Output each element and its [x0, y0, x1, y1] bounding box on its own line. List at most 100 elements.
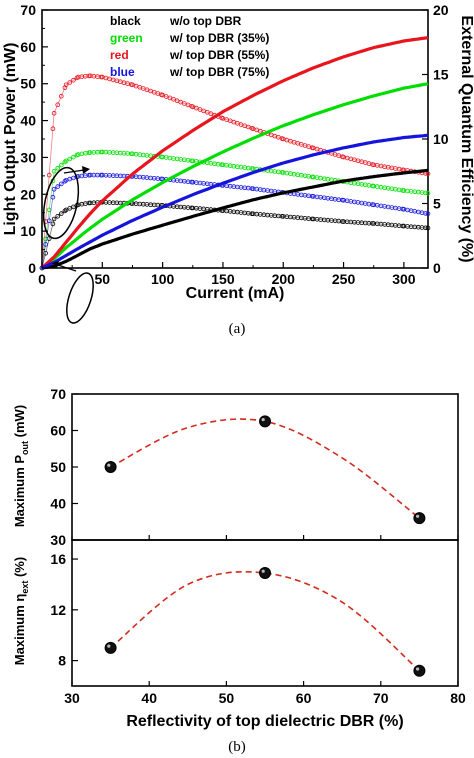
x-tick-label-300: 300 — [392, 271, 416, 287]
eqe-point-green-6 — [58, 162, 64, 168]
ylabel-unit: (mW) — [12, 405, 27, 441]
power-group-ellipse — [66, 272, 94, 324]
legend-desc-red: w/ top DBR (55%) — [169, 48, 269, 62]
ylabel-subscript: ext — [20, 581, 30, 594]
legend-desc-black: w/o top DBR — [169, 14, 242, 28]
y-tick-label-b-top-40: 40 — [50, 496, 66, 512]
panel-b-series: 30 40 50 60 70 8 12 16 30 40 50 60 70 80 — [50, 386, 466, 706]
eqe-point-green-117 — [425, 190, 431, 196]
y-tick-label-40: 40 — [20, 113, 36, 129]
panel-b-top-y-axis-title: Maximum Pout (mW) — [12, 405, 30, 527]
arrow-left-head — [52, 261, 59, 268]
y-tick-label-b-bottom-8: 8 — [58, 653, 66, 669]
power-line-red — [40, 36, 429, 270]
data-point-b-bottom-1 — [259, 567, 271, 580]
eqe-point-black-4 — [51, 216, 57, 222]
eqe-point-red-5 — [55, 102, 60, 107]
panel-b-x-axis-title: Reflectivity of top dielectric DBR (%) — [126, 713, 403, 730]
eqe-point-red-9 — [67, 80, 72, 85]
x-tick-label-200: 200 — [272, 271, 296, 287]
data-point-highlight-b-bottom-2 — [416, 667, 420, 671]
panel-a-x-axis-title: Current (mA) — [186, 285, 285, 302]
data-point-b-top-1 — [259, 415, 271, 428]
y2-tick-label-15: 15 — [433, 67, 449, 83]
x-tick-label-b-bottom-30: 30 — [64, 690, 80, 706]
ylabel-subscript: out — [20, 441, 30, 455]
legend-desc-green: w/ top DBR (35%) — [169, 31, 269, 45]
eqe-series-red — [39, 73, 431, 271]
data-point-highlight-b-top-2 — [416, 514, 420, 518]
x-tick-label-250: 250 — [332, 271, 356, 287]
legend-key-green: green — [110, 31, 143, 45]
x-tick-label-100: 100 — [151, 271, 175, 287]
fit-curve-b-bottom — [110, 571, 420, 672]
eqe-point-blue-2 — [46, 218, 52, 224]
y-tick-label-30: 30 — [20, 149, 36, 165]
y-tick-label-60: 60 — [20, 39, 36, 55]
ylabel-main: Maximum η — [12, 594, 27, 666]
y2-tick-label-10: 10 — [433, 131, 449, 147]
y-tick-label-b-bottom-12: 12 — [50, 602, 66, 618]
data-point-b-top-0 — [104, 461, 117, 473]
x-tick-label-b-bottom-40: 40 — [141, 690, 157, 706]
data-point-b-bottom-2 — [413, 664, 426, 677]
eqe-point-red-6 — [58, 93, 64, 99]
eqe-point-black-10 — [71, 204, 76, 210]
eqe-point-black-5 — [55, 214, 60, 219]
ylabel-unit: (%) — [12, 557, 27, 581]
data-point-highlight-b-top-0 — [107, 463, 111, 467]
y2-tick-label-0: 0 — [433, 260, 441, 276]
eqe-point-green-116 — [423, 190, 428, 196]
eqe-point-blue-4 — [51, 187, 57, 192]
y-tick-label-b-bottom-16: 16 — [50, 551, 66, 567]
eqe-point-green-1 — [43, 236, 48, 242]
eqe-series-black — [39, 199, 431, 271]
eqe-point-black-7 — [62, 208, 68, 214]
panel-a-caption: (a) — [229, 321, 246, 337]
panel-a-series — [39, 36, 431, 271]
panel-a-y2-axis-title: External Quantum Efficiency (%) — [458, 15, 474, 262]
eqe-point-red-4 — [51, 110, 57, 116]
x-tick-label-b-bottom-80: 80 — [450, 690, 466, 706]
y-tick-label-b-top-60: 60 — [50, 423, 66, 439]
eqe-point-blue-7 — [62, 178, 68, 184]
panel-b-caption: (b) — [228, 739, 246, 755]
x-tick-label-b-bottom-50: 50 — [219, 690, 235, 706]
panel-a-ticks: 0 50 100 150 200 250 300 0 10 20 30 40 50 60 70 0 5 10 15 2… — [20, 2, 448, 287]
y-tick-label-0: 0 — [28, 260, 36, 276]
panel-a: 0 50 100 150 200 250 300 0 10 20 30 40 50 60 70 0 5 10 15 2… — [2, 2, 474, 337]
panel-b: 30 40 50 60 70 8 12 16 30 40 50 60 70 80 Maximum Pout… — [12, 386, 466, 755]
eqe-point-black-117 — [425, 225, 431, 231]
eqe-point-blue-5 — [55, 184, 60, 189]
eqe-point-blue-6 — [58, 181, 64, 187]
data-point-highlight-b-bottom-1 — [261, 569, 265, 573]
eqe-group-ellipse — [42, 166, 80, 240]
panel-b-bottom: 8 12 16 30 40 50 60 70 80 — [50, 551, 466, 706]
power-line-green — [41, 82, 429, 270]
eqe-point-green-4 — [51, 169, 57, 174]
eqe-point-black-116 — [423, 225, 428, 231]
eqe-point-green-5 — [55, 165, 60, 171]
eqe-point-blue-3 — [50, 194, 56, 200]
panel-a-y-axis-title: Light Output Power (mW) — [2, 43, 19, 236]
y-tick-label-10: 10 — [20, 223, 36, 239]
x-tick-label-b-bottom-70: 70 — [373, 690, 389, 706]
y-tick-label-b-top-30: 30 — [50, 532, 66, 548]
fit-curve-b-top — [110, 418, 420, 519]
power-line-blue — [41, 133, 429, 270]
x-tick-label-b-bottom-60: 60 — [296, 690, 312, 706]
data-point-highlight-b-top-1 — [261, 417, 265, 422]
eqe-point-black-9 — [67, 206, 72, 211]
eqe-point-red-2 — [46, 172, 52, 178]
plot-b-bottom-frame — [71, 539, 459, 687]
y2-tick-label-5: 5 — [433, 196, 441, 212]
x-tick-label-150: 150 — [211, 271, 235, 287]
panel-b-bottom-y-axis-title: Maximum ηext (%) — [12, 557, 30, 665]
power-line-black — [41, 168, 429, 270]
y-tick-label-70: 70 — [20, 2, 36, 18]
x-tick-label-0: 0 — [38, 271, 46, 287]
data-point-b-bottom-0 — [104, 641, 117, 654]
ylabel-main: Maximum P — [12, 455, 27, 528]
eqe-point-green-7 — [62, 159, 68, 165]
y-tick-label-b-top-70: 70 — [50, 386, 66, 402]
